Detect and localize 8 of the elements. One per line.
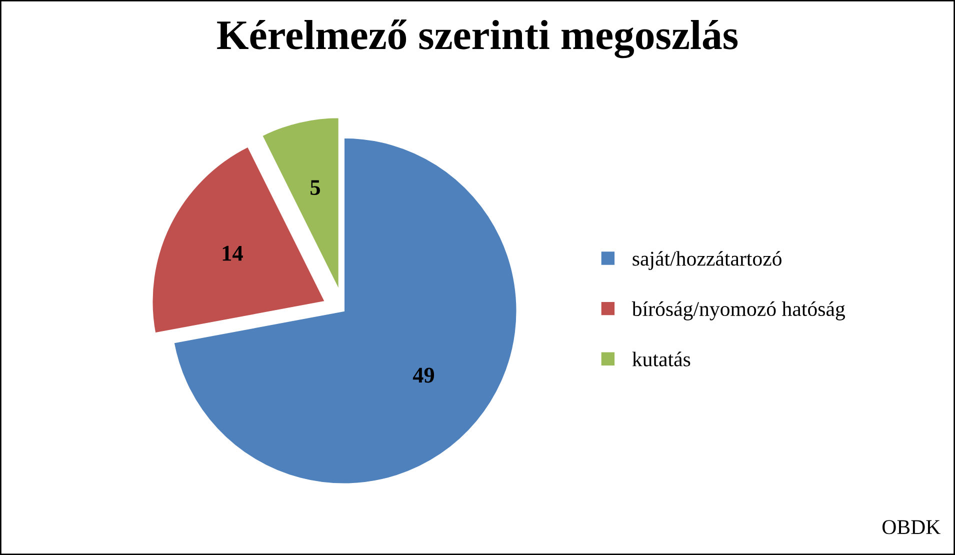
legend-label: saját/hozzátartozó bbox=[632, 251, 782, 270]
chart-title: Kérelmező szerinti megoszlás bbox=[217, 20, 738, 58]
text: OBDK bbox=[882, 520, 940, 534]
legend-label: bíróság/nyomozó hatóság bbox=[632, 301, 845, 320]
data-label: 5 bbox=[310, 180, 320, 195]
data-label: 49 bbox=[412, 368, 434, 383]
data-label: 14 bbox=[222, 246, 243, 261]
legend-label: kutatás bbox=[632, 352, 690, 366]
